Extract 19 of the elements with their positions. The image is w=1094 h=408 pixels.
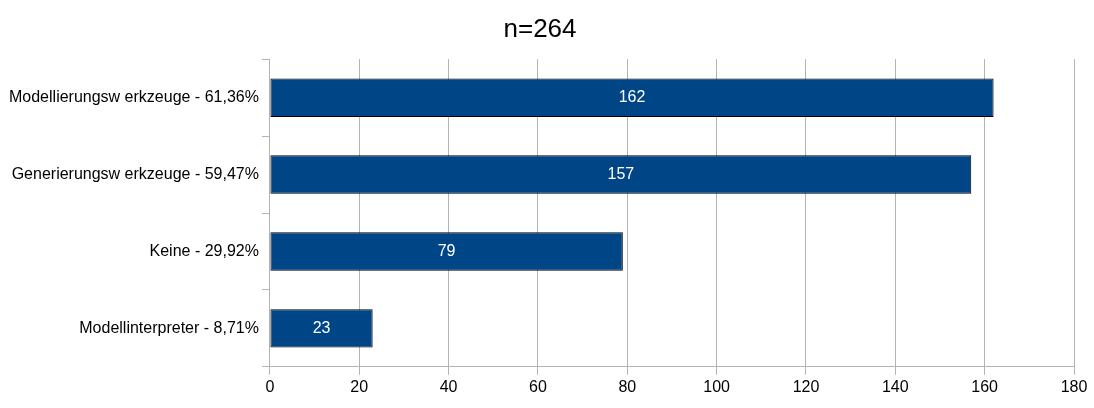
x-tick-label: 0 — [265, 377, 275, 395]
y-tick-label: Modellinterpreter - 8,71% — [79, 318, 259, 336]
data-label: 157 — [607, 164, 635, 182]
x-tick-label: 20 — [350, 377, 369, 395]
x-tick-label: 100 — [703, 377, 731, 395]
x-tick-label: 120 — [792, 377, 820, 395]
x-tick-label: 80 — [618, 377, 637, 395]
y-tick-label: Generierungsw erkzeuge - 59,47% — [11, 164, 259, 182]
data-label: 79 — [437, 241, 456, 259]
x-tick-label: 160 — [971, 377, 999, 395]
data-label: 162 — [618, 88, 646, 106]
chart-title: n=264 — [503, 12, 577, 43]
x-tick-label: 40 — [439, 377, 458, 395]
y-tick-label: Keine - 29,92% — [149, 241, 259, 259]
data-label: 23 — [312, 318, 331, 336]
x-tick-label: 180 — [1060, 377, 1088, 395]
y-tick-label: Modellierungsw erkzeuge - 61,36% — [8, 88, 259, 106]
x-tick-label: 140 — [881, 377, 909, 395]
x-tick-label: 60 — [529, 377, 547, 395]
